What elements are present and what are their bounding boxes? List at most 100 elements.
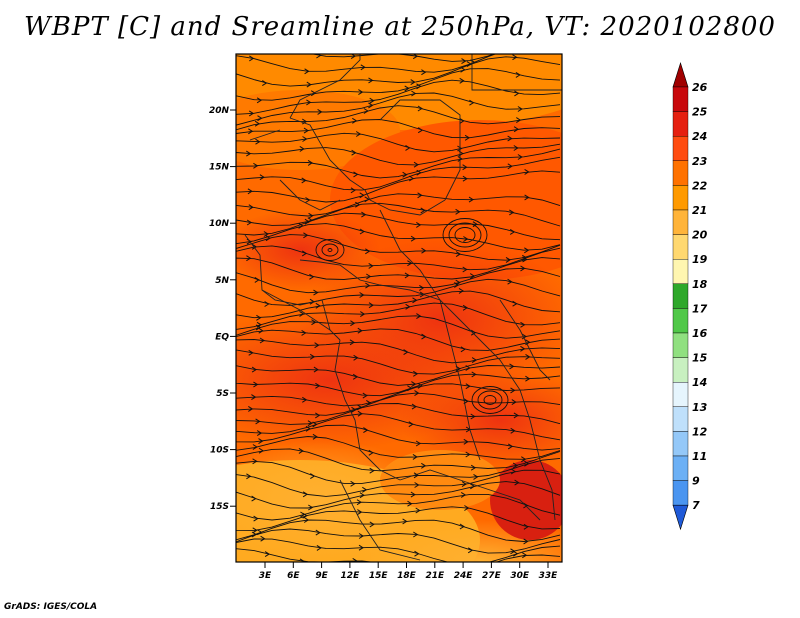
streamline-arrow <box>523 523 529 530</box>
streamline <box>236 403 561 425</box>
streamline-arrow <box>360 64 366 71</box>
colorbar: 26 25 24 23 22 21 20 19 18 17 16 15 14 13 12 11 9 7 <box>672 61 708 531</box>
streamline-arrow <box>303 517 310 523</box>
lat-tick-label: EQ <box>215 332 229 342</box>
streamline-arrow <box>516 117 522 124</box>
streamline-arrow <box>357 327 363 334</box>
streamline-arrow <box>298 447 304 454</box>
lat-tick-label: 20N <box>209 106 230 116</box>
streamline-arrow <box>524 247 530 254</box>
streamline-arrow <box>247 188 253 195</box>
streamline-arrow <box>421 247 427 254</box>
streamline-arrow <box>507 443 514 450</box>
streamline-arrow <box>469 99 475 106</box>
streamline-arrow <box>246 473 252 480</box>
streamline-arrow <box>411 90 417 97</box>
streamline-arrow <box>369 97 375 104</box>
wbpt-fill-layer <box>236 54 562 562</box>
colorbar-bottom-arrow <box>672 504 689 531</box>
streamline-arrow <box>368 449 374 456</box>
streamline-arrow <box>263 231 269 237</box>
streamline-arrow <box>256 314 262 321</box>
streamline-arrow <box>315 412 321 419</box>
streamline <box>236 481 561 509</box>
streamline-arrow <box>256 97 263 104</box>
streamline-arrow <box>461 58 467 65</box>
streamline-arrow <box>253 162 259 169</box>
streamline-arrow <box>302 118 308 125</box>
streamline <box>236 278 561 306</box>
streamline-arrow <box>513 550 519 557</box>
streamline-arrow <box>259 337 265 344</box>
streamline-arrow <box>363 427 369 434</box>
colorbar-label: 21 <box>692 204 707 217</box>
streamline-arrow <box>313 366 319 373</box>
vortex-streamline <box>483 395 497 405</box>
streamline <box>236 302 561 330</box>
streamline-arrow <box>310 90 317 97</box>
colorbar-label: 17 <box>692 302 708 315</box>
streamline-arrow <box>306 99 312 106</box>
streamline-arrow <box>315 302 321 309</box>
streamline-arrow <box>315 529 321 536</box>
colorbar-label: 11 <box>692 450 707 463</box>
streamline-arrow <box>415 440 422 447</box>
streamline-arrow <box>402 171 408 178</box>
vortex-streamline <box>315 239 345 261</box>
streamline-arrow <box>510 548 516 555</box>
streamline-arrow <box>459 117 465 124</box>
streamline-arrow <box>253 515 259 522</box>
streamline-arrow <box>420 571 424 576</box>
streamline <box>236 469 561 497</box>
streamline-arrow <box>313 289 319 296</box>
vortex-streamline <box>448 222 482 248</box>
streamline-arrow <box>457 145 463 152</box>
streamline-arrow <box>472 567 476 572</box>
streamline-arrow <box>309 353 316 360</box>
streamline <box>236 223 561 251</box>
country-borders <box>244 54 562 561</box>
streamline-arrow <box>509 228 516 235</box>
streamline-arrow <box>304 68 310 75</box>
streamline-arrow <box>509 209 515 216</box>
streamline-arrow <box>254 120 261 127</box>
streamline-arrow <box>462 304 469 311</box>
streamline-arrow <box>465 365 471 371</box>
colorbar-segment <box>672 234 689 260</box>
streamline-arrow <box>299 310 305 317</box>
colorbar-segment <box>672 308 689 334</box>
streamline <box>236 92 561 126</box>
chart-title: WBPT [C] and Sreamline at 250hPa, VT: 20… <box>24 12 776 42</box>
streamline-arrow <box>415 507 421 514</box>
streamline-arrow <box>507 135 513 142</box>
colorbar-segment <box>672 455 689 481</box>
streamline-arrow <box>520 321 526 328</box>
streamline-arrow <box>365 282 371 289</box>
streamline-arrow <box>402 518 408 525</box>
streamline <box>236 132 561 153</box>
colorbar-label: 25 <box>692 106 708 119</box>
lon-tick-label: 18E <box>397 571 417 581</box>
latitude-axis: 20N 15N 10N 5N EQ 5S 10S 15S <box>209 106 236 512</box>
vortex-streamline <box>477 390 503 410</box>
lat-tick-label: 15N <box>209 163 230 173</box>
streamline-arrow <box>262 80 268 87</box>
streamline <box>236 548 561 562</box>
streamline-arrow <box>357 410 363 417</box>
streamline <box>236 506 561 532</box>
colorbar-segment <box>672 86 689 112</box>
streamline-arrow <box>299 145 305 152</box>
vortex-streamline <box>442 218 488 252</box>
streamline-arrow <box>522 552 528 559</box>
streamline-arrow <box>248 128 254 135</box>
streamline-arrow <box>416 83 422 90</box>
streamline-arrow <box>302 512 308 519</box>
streamline-arrow <box>509 363 515 370</box>
lon-tick-label: 12E <box>341 571 361 581</box>
streamline-arrow <box>311 319 317 326</box>
streamline-arrow <box>520 265 526 272</box>
colorbar-label: 18 <box>692 278 708 291</box>
streamline-arrow <box>417 127 424 134</box>
streamline-arrow <box>510 46 514 51</box>
streamline-arrow <box>412 453 418 460</box>
